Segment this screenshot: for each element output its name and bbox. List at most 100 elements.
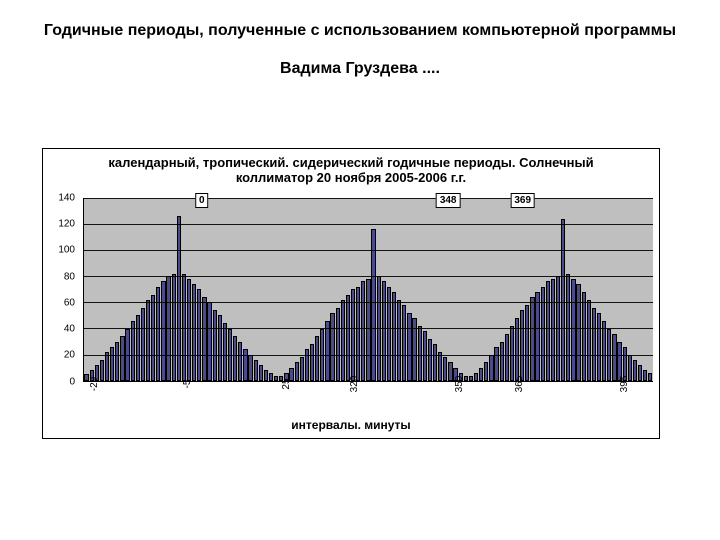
bar (177, 216, 181, 381)
bar (120, 336, 124, 380)
bar (541, 287, 545, 381)
bar (233, 336, 237, 380)
bar (269, 373, 273, 381)
bar (592, 308, 596, 381)
bar (515, 318, 519, 381)
chart: календарный, тропический. сидерический г… (42, 148, 660, 439)
bar (382, 281, 386, 380)
x-tick-label: 320 (349, 375, 360, 392)
bar (402, 305, 406, 381)
bar (202, 297, 206, 381)
chart-title-line-1: календарный, тропический. сидерический г… (108, 155, 593, 170)
bar (597, 313, 601, 381)
bar (300, 357, 304, 381)
bar (397, 300, 401, 381)
bar (172, 274, 176, 381)
bar (136, 315, 140, 380)
bar (325, 321, 329, 381)
gridline (84, 250, 653, 251)
y-tick-label: 120 (58, 219, 75, 230)
bar (131, 321, 135, 381)
bar (346, 295, 350, 381)
bar (218, 315, 222, 380)
bar (274, 376, 278, 381)
bar (530, 297, 534, 381)
bar (423, 331, 427, 381)
bar (151, 295, 155, 381)
peak-label: 348 (436, 193, 461, 208)
x-axis-title: интервалы. минуты (43, 418, 659, 438)
x-tick-label: 365 (514, 375, 525, 392)
bar (110, 347, 114, 381)
plot-area: 0348369 (83, 198, 653, 382)
y-tick-label: 80 (64, 271, 75, 282)
y-tick-label: 60 (64, 297, 75, 308)
bar (582, 292, 586, 381)
bar (259, 365, 263, 381)
slide: Годичные периоды, полученные с использов… (0, 0, 720, 540)
bar (146, 300, 150, 381)
slide-title: Годичные периоды, полученные с использов… (28, 20, 692, 42)
plot-wrap: 020406080100120140 0348369 -29-525320350… (43, 188, 659, 418)
bar (392, 292, 396, 381)
bar (469, 376, 473, 381)
bar (407, 313, 411, 381)
bar (551, 279, 555, 381)
bar (648, 373, 652, 381)
bar (387, 287, 391, 381)
bar (141, 308, 145, 381)
bar (366, 279, 370, 381)
slide-subtitle: Вадима Груздева .... (28, 60, 692, 78)
y-axis: 020406080100120140 (43, 198, 79, 382)
bar (484, 362, 488, 380)
bar (264, 370, 268, 380)
bar (443, 357, 447, 381)
bar (571, 279, 575, 381)
bar (187, 279, 191, 381)
bar (602, 321, 606, 381)
gridline (84, 276, 653, 277)
bar (474, 373, 478, 381)
bar (561, 219, 565, 381)
bar (525, 305, 529, 381)
bar (207, 302, 211, 380)
y-tick-label: 100 (58, 245, 75, 256)
x-tick-label: -29 (89, 377, 100, 391)
x-tick-label: -5 (182, 379, 193, 388)
bars-container (84, 198, 653, 381)
y-tick-label: 40 (64, 324, 75, 335)
y-tick-label: 20 (64, 350, 75, 361)
bar (587, 300, 591, 381)
x-axis: -29-525320350365395 (83, 382, 653, 418)
bar (612, 334, 616, 381)
bar (336, 308, 340, 381)
bar (428, 339, 432, 381)
bar (192, 284, 196, 381)
y-tick-label: 0 (69, 376, 75, 387)
bar (115, 342, 119, 381)
bar (295, 362, 299, 380)
gridline (84, 328, 653, 329)
bar (105, 352, 109, 381)
bar (566, 274, 570, 381)
bar (213, 310, 217, 381)
bar (361, 281, 365, 380)
bar (535, 292, 539, 381)
bar (330, 313, 334, 381)
bar (315, 336, 319, 380)
x-tick-label: 395 (619, 375, 630, 392)
chart-title-line-2: коллиматор 20 ноября 2005-2006 г.г. (236, 170, 466, 185)
bar (576, 284, 580, 381)
bar (156, 287, 160, 381)
bar (418, 326, 422, 381)
bar (500, 342, 504, 381)
bar (182, 274, 186, 381)
chart-title: календарный, тропический. сидерический г… (43, 149, 659, 188)
bar (643, 370, 647, 380)
bar (505, 334, 509, 381)
gridline (84, 198, 653, 199)
peak-label: 0 (195, 193, 209, 208)
peak-label: 369 (510, 193, 535, 208)
bar (161, 281, 165, 380)
bar (638, 365, 642, 381)
